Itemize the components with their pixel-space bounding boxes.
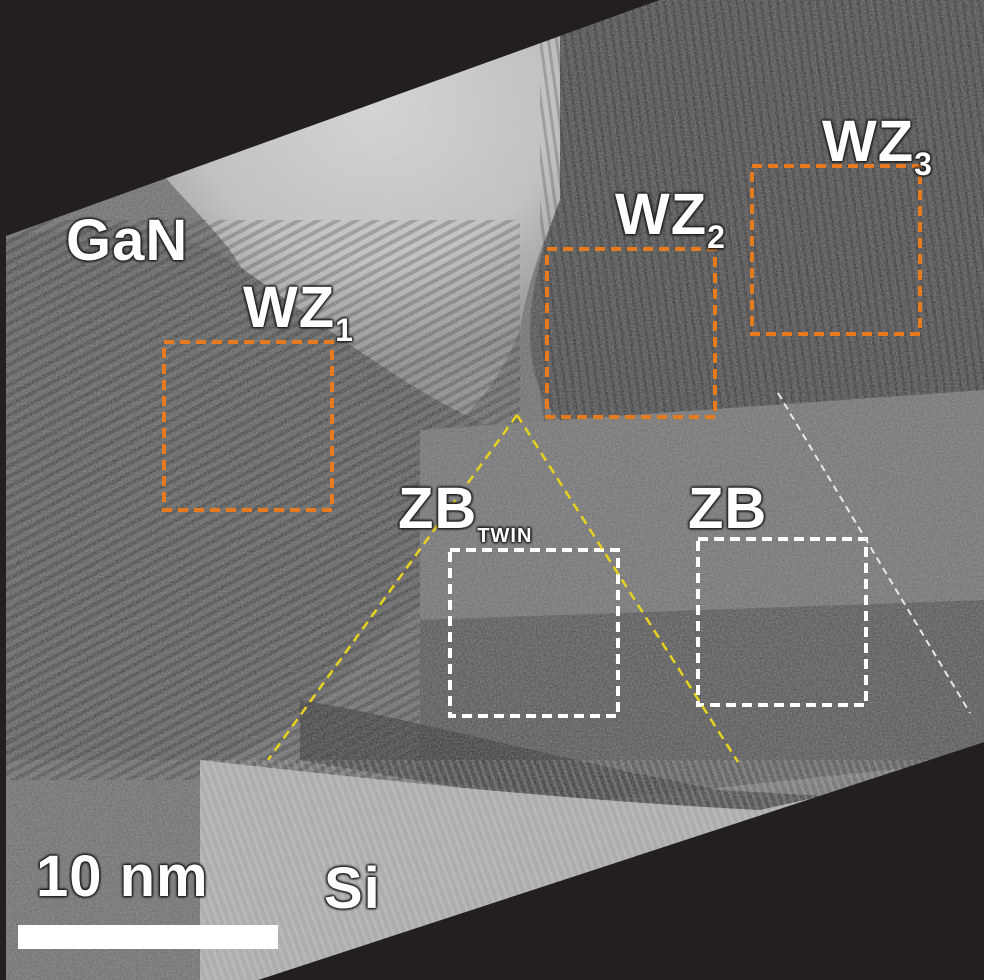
- wz3-sub: 3: [914, 146, 933, 182]
- gan-label: GaN: [66, 208, 189, 273]
- zbtwin-label: ZBTWIN: [398, 480, 532, 547]
- scale-bar: [18, 925, 278, 949]
- si-label: Si: [324, 856, 381, 921]
- wz2-main: WZ: [615, 182, 708, 247]
- wz3-main: WZ: [822, 109, 915, 174]
- wz1-main: WZ: [243, 275, 336, 340]
- zbtwin-sub: TWIN: [477, 525, 533, 547]
- wz2-sub: 2: [707, 219, 726, 255]
- wz2-label: WZ2: [615, 186, 726, 254]
- twin-boundary-right: [515, 414, 740, 763]
- wz2-box: [545, 247, 717, 419]
- zb-boundary: [777, 392, 971, 714]
- wz1-label: WZ1: [243, 279, 354, 347]
- scale-bar-label: 10 nm: [36, 844, 209, 909]
- wz3-box: [750, 164, 922, 336]
- zbtwin-box: [448, 548, 620, 718]
- zb-box: [696, 537, 868, 707]
- twin-boundary-left: [266, 414, 519, 761]
- wz1-box: [162, 340, 334, 512]
- zb-label: ZB: [688, 480, 767, 538]
- wz1-sub: 1: [335, 312, 354, 348]
- zb-main: ZB: [688, 476, 768, 541]
- zbtwin-main: ZB: [398, 476, 478, 541]
- wz3-label: WZ3: [822, 113, 933, 181]
